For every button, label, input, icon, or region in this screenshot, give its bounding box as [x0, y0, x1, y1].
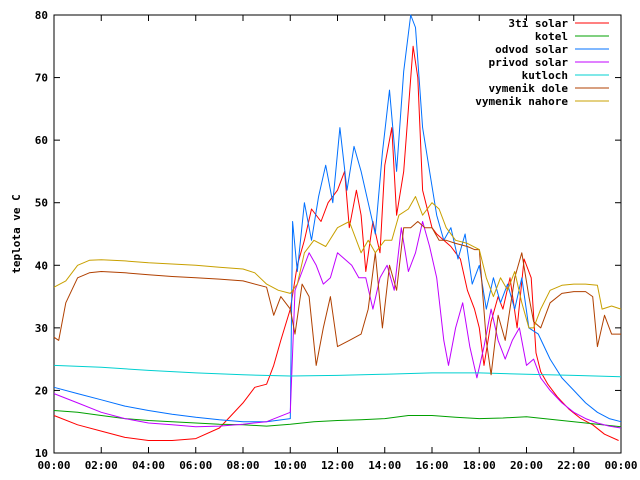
series-line-privod-solar	[53, 221, 622, 429]
series-line-vymenik-dole	[53, 221, 621, 376]
legend-label: kutloch	[522, 69, 568, 82]
x-tick-label: 12:00	[321, 459, 354, 472]
x-axis: 00:00 02:00 04:00 06:00 08:00 10:00 12:00 14:00…	[37, 15, 638, 472]
x-tick-label: 00:00	[37, 459, 70, 472]
legend-label: vymenik dole	[489, 82, 569, 95]
y-tick-label: 60	[35, 134, 48, 147]
x-tick-label: 10:00	[274, 459, 307, 472]
legend-label: vymenik nahore	[475, 95, 568, 108]
series-line-kutloch	[53, 364, 622, 378]
legend-label: privod solar	[489, 56, 569, 69]
legend-label: 3ti solar	[508, 17, 568, 30]
x-tick-label: 18:00	[463, 459, 496, 472]
x-tick-label: 08:00	[226, 459, 259, 472]
x-tick-label: 20:00	[510, 459, 543, 472]
x-tick-label: 14:00	[368, 459, 401, 472]
legend-label: kotel	[535, 30, 568, 43]
series-line-kotel	[53, 410, 622, 428]
legend-label: odvod solar	[495, 43, 568, 56]
x-tick-label: 02:00	[85, 459, 118, 472]
x-tick-label: 16:00	[415, 459, 448, 472]
x-tick-label: 00:00	[604, 459, 637, 472]
y-tick-label: 70	[35, 72, 48, 85]
y-axis-label: teplota ve C	[10, 194, 23, 273]
y-tick-label: 30	[35, 322, 48, 335]
y-tick-label: 40	[35, 259, 48, 272]
y-axis: 10 20 30 40 50 60 70 80	[35, 9, 621, 460]
y-tick-label: 50	[35, 197, 48, 210]
y-tick-label: 10	[35, 447, 48, 460]
series-line-3ti-solar	[53, 45, 619, 441]
x-tick-label: 04:00	[132, 459, 165, 472]
y-tick-label: 80	[35, 9, 48, 22]
x-tick-label: 06:00	[179, 459, 212, 472]
series-line-vymenik-nahore	[53, 196, 622, 329]
series-lines	[53, 14, 622, 441]
x-tick-label: 22:00	[557, 459, 590, 472]
y-tick-label: 20	[35, 384, 48, 397]
